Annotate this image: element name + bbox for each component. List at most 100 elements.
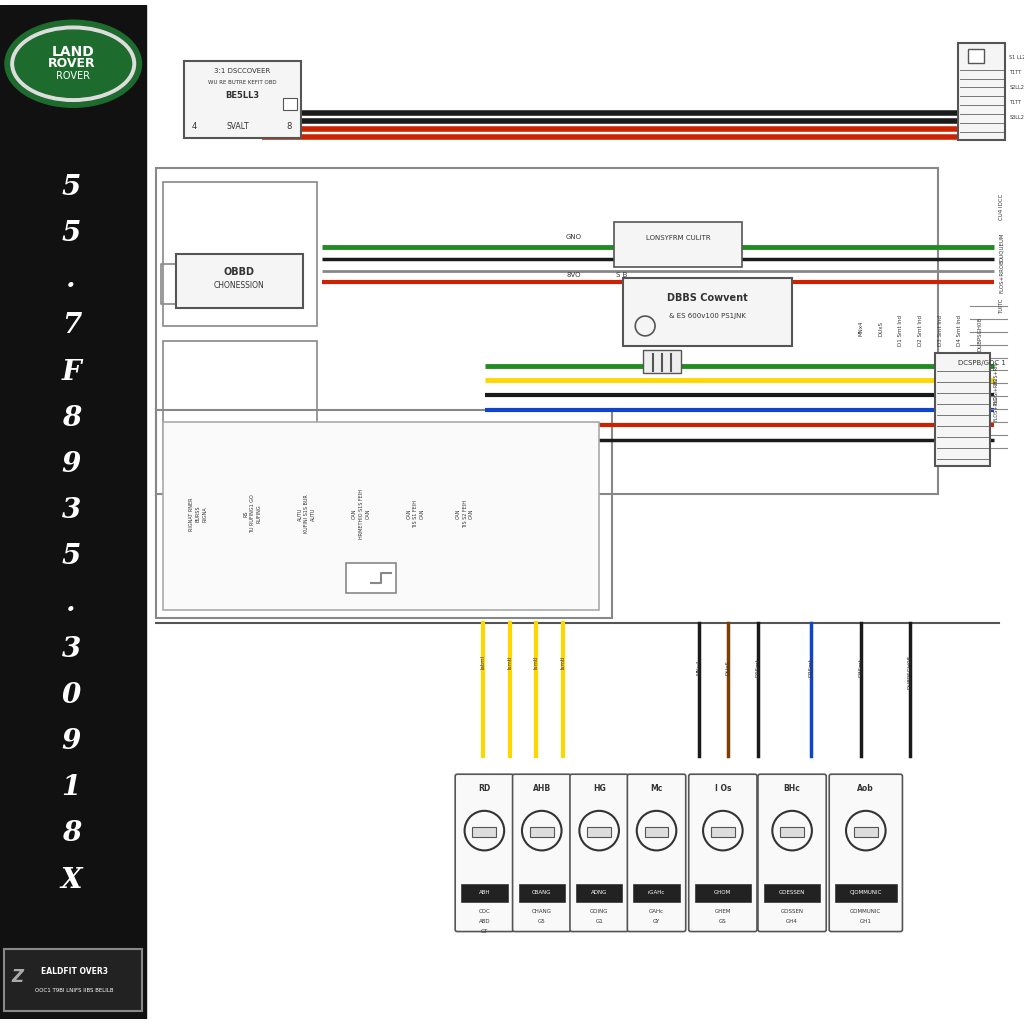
Bar [0, 5, 146, 1019]
Text: 3: 3 [61, 498, 81, 524]
Text: latml: latml [480, 655, 485, 670]
Text: lsmtl: lsmtl [507, 655, 512, 669]
Ellipse shape [14, 30, 132, 97]
Bar [694, 884, 751, 902]
Text: ADNG: ADNG [591, 891, 607, 895]
Text: D3 Smt Ind: D3 Smt Ind [938, 314, 942, 346]
Text: ABD: ABD [478, 920, 490, 924]
Text: G1: G1 [595, 920, 603, 924]
Bar [764, 884, 820, 902]
Text: S2LL2: S2LL2 [1010, 85, 1024, 90]
Text: GOSSEN: GOSSEN [780, 909, 804, 914]
Bar [613, 222, 742, 266]
Text: F: F [61, 358, 81, 386]
Ellipse shape [5, 20, 141, 108]
Text: & ES 600v100 PS1JNK: & ES 600v100 PS1JNK [669, 313, 745, 319]
Text: RIGNAT RNER
BURSS
RIGNA: RIGNAT RNER BURSS RIGNA [188, 498, 207, 530]
Text: D1Smt: D1Smt [756, 657, 761, 677]
Bar [176, 254, 303, 308]
Text: SH4: SH4 [614, 233, 629, 240]
Bar [711, 826, 734, 837]
Text: DUxS: DUxS [726, 659, 731, 675]
Text: X: X [60, 866, 82, 894]
Text: MNx4: MNx4 [696, 659, 701, 675]
Text: T1TT: T1TT [1010, 71, 1021, 75]
Text: ROVER: ROVER [47, 57, 95, 71]
Text: AUTU
KUFINI S1S BUR
AUTU: AUTU KUFINI S1S BUR AUTU [298, 495, 315, 534]
Text: OBBD: OBBD [224, 266, 255, 276]
Text: 1: 1 [61, 774, 81, 801]
Text: 4: 4 [191, 122, 197, 131]
Text: G5: G5 [538, 920, 546, 924]
Text: DCSPB/GOC 1: DCSPB/GOC 1 [958, 359, 1006, 366]
Bar [624, 279, 792, 346]
Text: GY: GY [653, 920, 660, 924]
Text: GHOM: GHOM [714, 891, 731, 895]
Text: Z: Z [12, 968, 24, 986]
Text: rGAHc: rGAHc [648, 891, 666, 895]
Text: T1TT: T1TT [1010, 100, 1021, 104]
FancyBboxPatch shape [758, 774, 826, 932]
Text: D1 Smt Ind: D1 Smt Ind [898, 314, 903, 346]
Text: GS: GS [719, 920, 727, 924]
Text: 5: 5 [61, 544, 81, 570]
Text: AHB: AHB [532, 783, 551, 793]
Text: OOC1 T9BI LNIFS IIBS BELILB: OOC1 T9BI LNIFS IIBS BELILB [35, 988, 114, 993]
Text: I Os: I Os [715, 783, 731, 793]
Text: GT: GT [480, 929, 488, 934]
Ellipse shape [11, 27, 135, 101]
Bar [957, 43, 1006, 140]
Bar [633, 884, 680, 902]
Text: SVALT: SVALT [226, 122, 249, 131]
Text: DUBPSGH08: DUBPSGH08 [977, 316, 982, 350]
Text: 8: 8 [287, 122, 292, 131]
Bar [854, 826, 878, 837]
Text: .: . [67, 266, 76, 293]
Text: BHc: BHc [783, 783, 801, 793]
Text: RD: RD [478, 783, 490, 793]
Text: D2Smt: D2Smt [809, 657, 814, 677]
Text: RS
TU RUFING1 GO
RUFING: RS TU RUFING1 GO RUFING [244, 495, 261, 534]
Text: BE5LL3: BE5LL3 [225, 91, 259, 100]
Text: Mc: Mc [650, 783, 663, 793]
Bar [163, 341, 316, 479]
Bar [472, 826, 497, 837]
Text: 5: 5 [61, 174, 81, 201]
Text: FLOSI+RIG: FLOSI+RIG [993, 377, 998, 403]
Text: FLOS+RROB: FLOS+RROB [999, 260, 1005, 293]
Text: 3: 3 [61, 636, 81, 663]
Text: COC: COC [478, 909, 490, 914]
FancyBboxPatch shape [628, 774, 686, 932]
Bar [645, 826, 669, 837]
Text: 8: 8 [61, 404, 81, 432]
Text: MNx4: MNx4 [858, 321, 863, 336]
Bar [968, 49, 984, 62]
Text: DUBPSGH08: DUBPSGH08 [908, 655, 912, 689]
Text: 9: 9 [61, 451, 81, 478]
FancyBboxPatch shape [456, 774, 514, 932]
Text: CAN
TIS S1 FEIH
CAN: CAN TIS S1 FEIH CAN [407, 500, 425, 528]
Text: Aob: Aob [857, 783, 874, 793]
Text: CAN
HRMETHIO S1S FEIH
CAN: CAN HRMETHIO S1S FEIH CAN [352, 489, 371, 539]
Text: DUQUEUM: DUQUEUM [999, 232, 1005, 261]
Bar [935, 352, 989, 467]
Text: GH1: GH1 [860, 920, 871, 924]
Text: ABH: ABH [478, 891, 490, 895]
Text: 8VO: 8VO [566, 271, 582, 278]
Bar [157, 410, 611, 617]
Text: DBBS Cowvent: DBBS Cowvent [667, 293, 748, 303]
Bar [283, 98, 297, 111]
Text: 5: 5 [61, 220, 81, 247]
Text: S1 LL2: S1 LL2 [1010, 55, 1024, 60]
Bar [780, 826, 804, 837]
Text: TUITC: TUITC [999, 298, 1005, 314]
Text: HG: HG [593, 783, 605, 793]
Text: D3Smt: D3Smt [858, 657, 863, 677]
Text: ROVER: ROVER [56, 71, 90, 81]
Bar [836, 884, 896, 902]
Bar [643, 350, 681, 374]
FancyBboxPatch shape [829, 774, 902, 932]
Text: GOING: GOING [590, 909, 608, 914]
Text: 9: 9 [61, 728, 81, 755]
Text: lsmtl: lsmtl [534, 655, 539, 669]
